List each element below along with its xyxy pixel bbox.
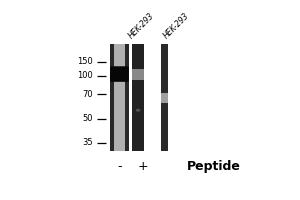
Text: 50: 50: [83, 114, 93, 123]
Text: 35: 35: [83, 138, 93, 147]
Bar: [110, 44, 129, 151]
FancyBboxPatch shape: [110, 66, 129, 82]
Text: +: +: [137, 160, 148, 173]
Text: 150: 150: [77, 57, 93, 66]
Bar: [132, 69, 145, 80]
Text: Peptide: Peptide: [187, 160, 241, 173]
Text: -: -: [118, 160, 122, 173]
Bar: [132, 44, 145, 151]
Bar: [114, 44, 125, 151]
Text: 100: 100: [77, 71, 93, 80]
Ellipse shape: [136, 109, 140, 112]
Bar: [161, 44, 168, 151]
Text: 70: 70: [83, 90, 93, 99]
Bar: [161, 93, 168, 103]
Text: HEK-293: HEK-293: [162, 11, 191, 40]
Text: HEK-293: HEK-293: [127, 11, 156, 40]
